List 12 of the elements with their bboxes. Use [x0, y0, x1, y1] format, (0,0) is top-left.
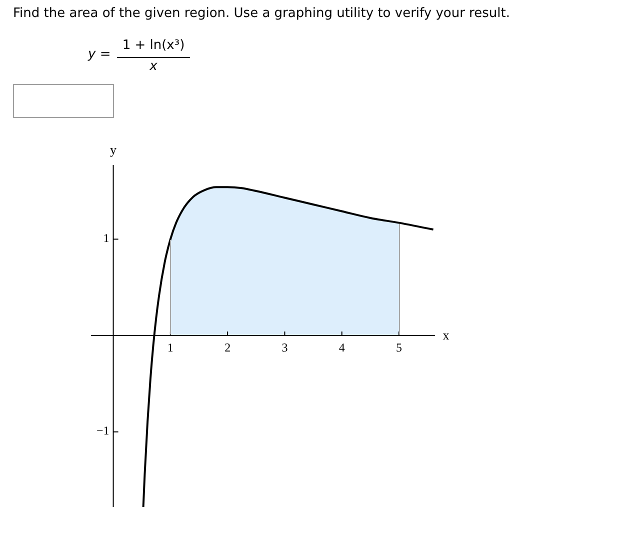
- text: y =: [88, 47, 111, 63]
- x-tick-label: 2: [224, 340, 231, 354]
- chart-title: Find the area of the given region. Use a graphing utility to verify your result.: [13, 6, 510, 22]
- x-tick-label: 5: [396, 340, 402, 354]
- x-tick-label: 3: [282, 340, 288, 354]
- x-tick-label: 4: [338, 340, 345, 354]
- y-tick-label: −1: [96, 424, 110, 438]
- y-axis-title: y: [110, 142, 118, 157]
- text: 1 + ln(x³): [122, 38, 185, 53]
- x-axis-title: x: [442, 328, 450, 343]
- x-tick-label: 1: [167, 340, 174, 354]
- text: x: [150, 59, 158, 74]
